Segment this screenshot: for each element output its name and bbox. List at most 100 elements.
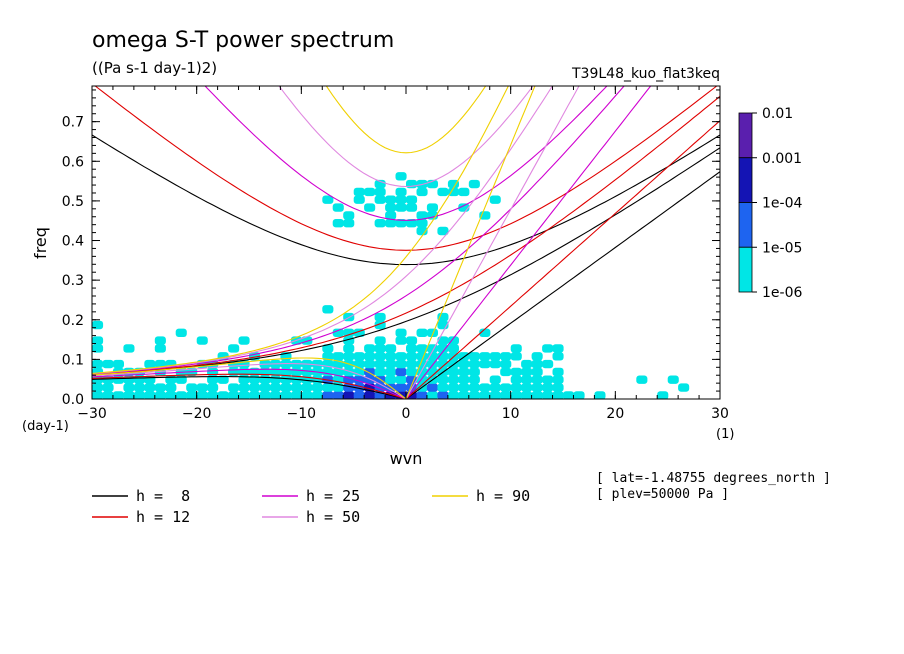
power-cell	[228, 344, 240, 353]
curve-legend: h = 8 h = 12 h = 25 h = 50 h = 90	[92, 487, 530, 526]
power-cell	[269, 375, 281, 384]
power-cell	[332, 203, 344, 212]
power-cell	[259, 391, 271, 399]
power-cell	[280, 383, 292, 392]
power-cell	[426, 203, 438, 212]
power-cell	[447, 375, 459, 384]
power-cell	[238, 375, 250, 384]
power-cell	[458, 367, 470, 377]
y-axis-title: freq	[31, 227, 50, 259]
power-cell	[426, 391, 438, 399]
power-cell	[364, 391, 376, 399]
dispersion-curve-h12-rossby	[92, 373, 407, 399]
lat-info: [ lat=-1.48755 degrees_north ]	[596, 471, 831, 486]
x-unit-label: (1)	[716, 427, 734, 442]
power-cell	[385, 359, 397, 369]
power-cell	[259, 383, 271, 392]
power-cell	[426, 352, 438, 361]
dispersion-curve-h12-mixed-rossby-gravity	[92, 95, 720, 376]
power-cell	[479, 328, 491, 337]
power-cell	[406, 203, 418, 212]
power-cell	[238, 336, 250, 345]
power-cell	[322, 195, 334, 204]
power-cell	[542, 359, 554, 369]
power-cell	[447, 391, 459, 399]
x-tick-label: −10	[287, 406, 317, 422]
power-cell	[426, 383, 438, 392]
power-cell	[154, 336, 166, 345]
power-cell	[332, 367, 344, 377]
power-cell	[510, 352, 522, 361]
x-tick-label: 20	[606, 406, 624, 422]
x-tick-label: −20	[182, 406, 212, 422]
power-cell	[489, 359, 501, 369]
x-tick-label: −30	[77, 406, 107, 422]
power-cell	[479, 383, 491, 392]
power-cell	[416, 391, 428, 399]
power-cell	[269, 391, 281, 399]
power-cell	[249, 391, 261, 399]
dispersion-curve-h25-kelvin	[405, 86, 652, 399]
power-cell	[343, 352, 355, 361]
power-cell	[102, 359, 114, 369]
power-cell	[395, 203, 407, 212]
power-cell	[269, 383, 281, 392]
power-cell	[364, 359, 376, 369]
chart-title: omega S-T power spectrum	[92, 28, 394, 53]
power-cell	[385, 367, 397, 377]
power-cell	[238, 383, 250, 392]
power-cell	[228, 391, 240, 399]
power-cell	[437, 336, 449, 345]
power-cell	[406, 179, 418, 189]
power-cell	[123, 383, 135, 392]
power-cell	[510, 383, 522, 392]
power-cell	[196, 383, 208, 392]
power-cell	[406, 219, 418, 228]
power-cell	[468, 352, 480, 361]
power-cell	[207, 383, 219, 392]
power-cell	[468, 383, 480, 392]
power-cell	[437, 187, 449, 197]
power-cell	[290, 383, 302, 392]
dispersion-curve-h90-kelvin	[405, 86, 536, 399]
power-cell	[144, 391, 156, 399]
power-cell	[458, 352, 470, 361]
dispersion-curves	[92, 86, 720, 399]
power-cell	[217, 375, 229, 384]
power-cell	[437, 375, 449, 384]
power-cell	[385, 344, 397, 353]
power-cell	[406, 195, 418, 204]
power-cell	[322, 383, 334, 392]
power-cell	[374, 195, 386, 204]
power-cell	[521, 383, 533, 392]
power-cell	[406, 352, 418, 361]
power-cell	[447, 179, 459, 189]
power-cell	[406, 344, 418, 353]
power-cell	[374, 312, 386, 322]
power-field	[92, 172, 690, 399]
dispersion-curve-h90-rossby	[92, 357, 407, 399]
dispersion-curve-h8-rossby	[92, 376, 407, 399]
dispersion-curve-h50-kelvin	[405, 86, 580, 399]
chart-subtitle: ((Pa s-1 day-1)2)	[92, 59, 217, 77]
legend-label-h12: h = 12	[136, 508, 190, 526]
dispersion-curve-h8-kelvin	[405, 171, 720, 399]
dispersion-curve-h50-mixed-rossby-gravity	[92, 86, 554, 375]
power-cell	[207, 391, 219, 399]
power-cell	[395, 219, 407, 228]
y-tick-label: 0.5	[62, 194, 84, 210]
power-cell	[468, 391, 480, 399]
colorbar-label: 1e-05	[762, 240, 802, 256]
power-cell	[301, 383, 313, 392]
power-cell	[678, 383, 690, 392]
power-cell	[500, 359, 512, 369]
power-cell	[374, 359, 386, 369]
power-cell	[594, 391, 606, 399]
legend-label-h8: h = 8	[136, 487, 190, 505]
power-cell	[521, 375, 533, 384]
power-cell	[385, 195, 397, 204]
y-axis: 0.0 0.1 0.2 0.3 0.4 0.5 0.6 0.7	[62, 89, 720, 408]
dispersion-curve-h25-rossby	[92, 368, 407, 399]
power-cell	[657, 391, 669, 399]
power-cell	[332, 219, 344, 228]
